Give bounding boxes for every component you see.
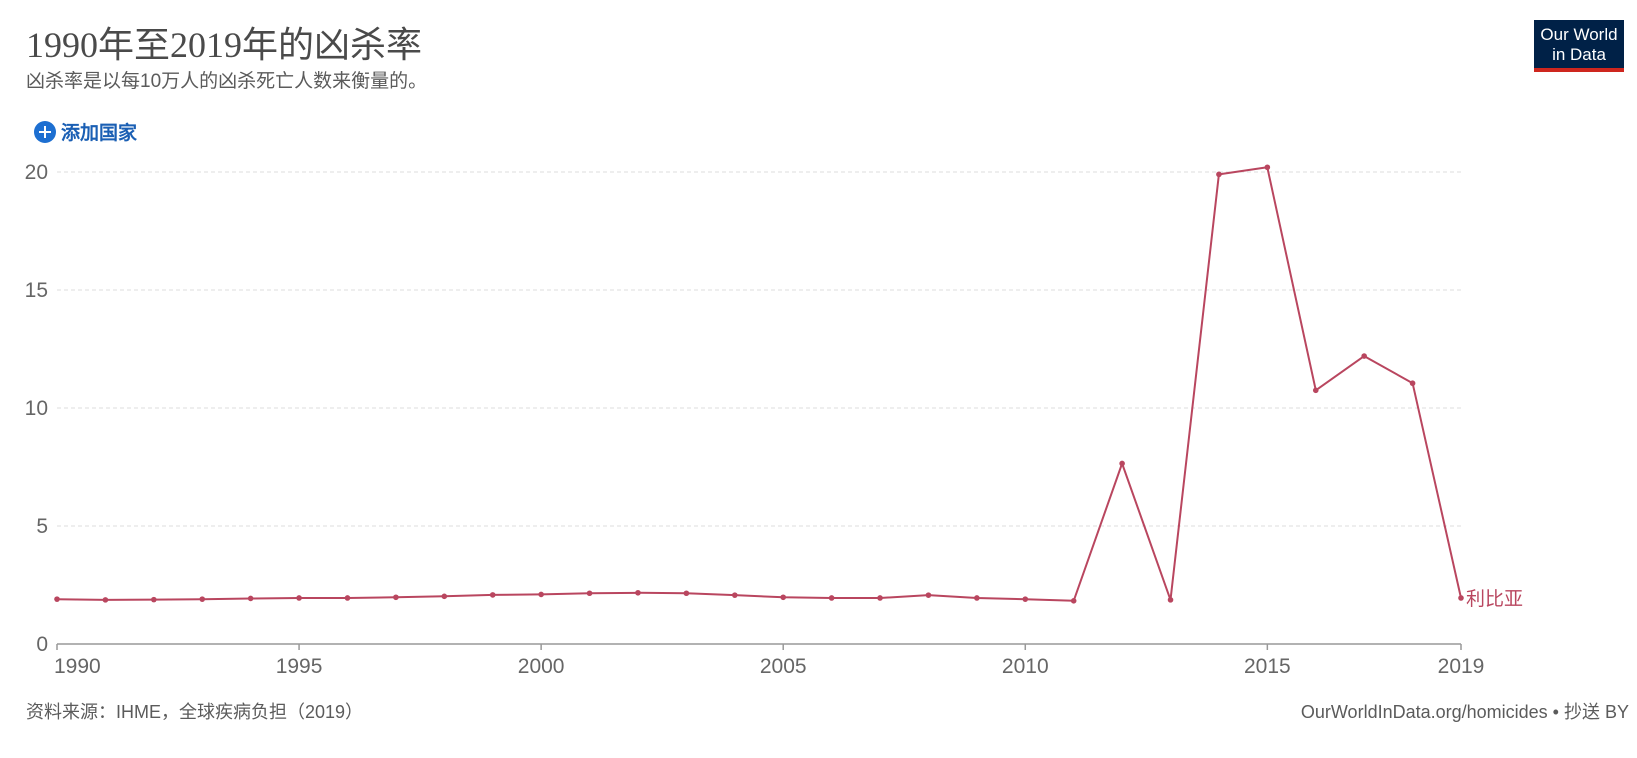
footer-links: OurWorldInData.org/homicides • 抄送 BY (1301, 698, 1629, 724)
owid-logo[interactable]: Our World in Data (1534, 20, 1624, 72)
chart-subtitle: 凶杀率是以每10万人的凶杀死亡人数来衡量的。 (26, 71, 428, 92)
y-tick-label: 5 (36, 515, 48, 538)
plus-circle-icon (34, 120, 56, 143)
x-tick-label: 2015 (1244, 655, 1291, 678)
data-point (877, 595, 883, 601)
x-tick-label: 2019 (1438, 655, 1485, 678)
data-point (1167, 597, 1174, 603)
series-label: 利比亚 (1466, 588, 1523, 610)
data-point (1119, 460, 1125, 467)
grid-lines (57, 171, 1461, 527)
data-point (586, 590, 593, 597)
data-point (683, 590, 690, 597)
data-point (635, 589, 641, 596)
data-point (1216, 171, 1222, 178)
x-tick-label: 2010 (1002, 655, 1049, 678)
axes: 0 5 10 15 20 1990 1995 2000 2005 2010 2015 2019 (25, 161, 1485, 678)
series-line (56, 166, 1462, 602)
data-point (538, 591, 544, 598)
source-url-link[interactable]: OurWorldInData.org/homicides (1300, 702, 1548, 722)
x-tick-label: 2000 (518, 655, 565, 678)
line-chart: 0 5 10 15 20 1990 1995 2000 2005 2010 2015 2019 利比亚 (25, 161, 1523, 678)
data-point (1264, 164, 1271, 171)
data-point (1312, 387, 1319, 394)
data-point (1458, 595, 1464, 601)
data-point (780, 594, 787, 601)
logo-line-2: in Data (1552, 45, 1606, 64)
data-point (102, 597, 109, 603)
data-point (974, 595, 980, 601)
x-tick-label: 1990 (54, 655, 101, 678)
data-point (1022, 596, 1029, 602)
data-point (151, 596, 157, 603)
data-point (1409, 380, 1416, 387)
x-tick-label: 2005 (760, 655, 807, 678)
data-point (199, 596, 206, 602)
data-point (344, 595, 351, 601)
chart-title: 1990年至2019年的凶杀率 (26, 25, 423, 65)
y-tick-label: 15 (25, 279, 48, 302)
data-point (925, 592, 932, 598)
data-point (1361, 353, 1367, 359)
data-point (441, 593, 448, 600)
data-point (489, 592, 496, 598)
y-tick-label: 20 (25, 161, 48, 184)
license-text: • 抄送 BY (1547, 702, 1629, 722)
source-note: 资料来源：IHME，全球疾病负担（2019） (26, 702, 364, 722)
x-tick-label: 1995 (276, 655, 323, 678)
add-country-button[interactable]: 添加国家 (34, 118, 137, 145)
y-tick-label: 0 (36, 633, 48, 656)
add-country-label: 添加国家 (61, 123, 138, 144)
data-point (54, 596, 60, 602)
y-tick-label: 10 (25, 397, 48, 420)
data-point (731, 592, 738, 598)
data-point (247, 595, 254, 602)
data-point (828, 595, 835, 601)
data-point (1070, 598, 1077, 604)
data-point (393, 594, 399, 601)
logo-line-1: Our World (1540, 25, 1618, 44)
data-point (296, 595, 302, 601)
series-layer: 利比亚 (54, 164, 1523, 610)
